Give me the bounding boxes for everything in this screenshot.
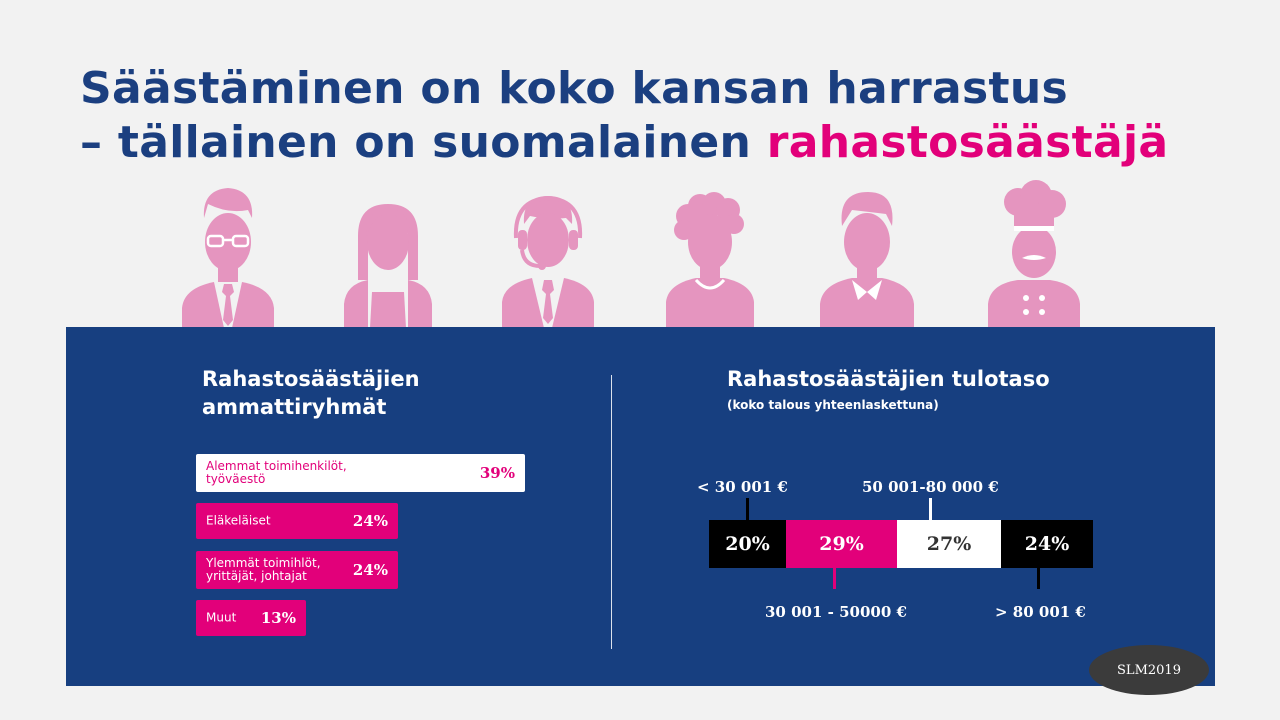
page-title: Säästäminen on koko kansan harrastus – tä… bbox=[80, 62, 1168, 170]
occupation-value-label: 13% bbox=[260, 609, 296, 627]
occupation-bar: Muut 13% bbox=[196, 600, 306, 636]
occupations-title: Rahastosäästäjien ammattiryhmät bbox=[202, 365, 420, 421]
chef-icon bbox=[988, 180, 1080, 328]
occupation-label: Ylemmät toimihlöt, yrittäjät, johtajat bbox=[206, 557, 321, 583]
source-badge: SLM2019 bbox=[1089, 645, 1209, 695]
curly-hair-person-icon bbox=[666, 192, 754, 328]
income-leader-line bbox=[746, 498, 749, 520]
occupation-label-line: työväestö bbox=[206, 472, 266, 486]
occupation-label-line: Muut bbox=[206, 610, 237, 625]
panel-divider bbox=[611, 375, 612, 649]
income-range-label: < 30 001 € bbox=[697, 478, 788, 496]
title-highlight: rahastosäästäjä bbox=[766, 117, 1169, 168]
occupation-bar: Eläkeläiset 24% bbox=[196, 503, 398, 539]
woman-icon bbox=[344, 204, 432, 328]
income-segment: 20% bbox=[709, 520, 786, 568]
occupations-title-line2: ammattiryhmät bbox=[202, 395, 387, 419]
income-title: Rahastosäästäjien tulotaso bbox=[727, 367, 1050, 391]
occupation-value-label: 24% bbox=[352, 561, 388, 579]
occupation-label-line: yrittäjät, johtajat bbox=[206, 569, 307, 583]
people-icons-row bbox=[0, 180, 1280, 330]
income-range-label: > 80 001 € bbox=[995, 603, 1086, 621]
income-leader-line bbox=[929, 498, 932, 520]
income-segment: 29% bbox=[786, 520, 897, 568]
occupation-label: Eläkeläiset bbox=[206, 513, 271, 528]
occupation-label-line: Eläkeläiset bbox=[206, 513, 271, 528]
income-leader-line bbox=[1037, 568, 1040, 589]
customer-service-icon bbox=[502, 195, 594, 328]
occupation-bar: Ylemmät toimihlöt, yrittäjät, johtajat 24% bbox=[196, 551, 398, 589]
occupation-label: Alemmat toimihenkilöt, työväestö bbox=[206, 460, 347, 486]
occupation-label-line: Ylemmät toimihlöt, bbox=[206, 556, 321, 570]
income-range-label: 30 001 - 50000 € bbox=[765, 603, 907, 621]
title-line2-prefix: – tällainen on suomalainen bbox=[80, 117, 767, 168]
income-subtitle: (koko talous yhteenlaskettuna) bbox=[727, 398, 939, 412]
income-segment: 27% bbox=[897, 520, 1001, 568]
occupation-label: Muut bbox=[206, 610, 237, 625]
occupation-value-label: 39% bbox=[479, 464, 515, 482]
income-leader-line bbox=[833, 568, 836, 589]
man-icon bbox=[820, 192, 914, 328]
occupation-value-label: 24% bbox=[352, 512, 388, 530]
income-range-label: 50 001-80 000 € bbox=[862, 478, 999, 496]
occupation-bar: Alemmat toimihenkilöt, työväestö 39% bbox=[196, 454, 525, 492]
title-line1: Säästäminen on koko kansan harrastus bbox=[80, 63, 1068, 114]
occupation-label-line: Alemmat toimihenkilöt, bbox=[206, 459, 347, 473]
occupations-title-line1: Rahastosäästäjien bbox=[202, 367, 420, 391]
businessman-icon bbox=[182, 188, 274, 328]
income-segment: 24% bbox=[1001, 520, 1093, 568]
